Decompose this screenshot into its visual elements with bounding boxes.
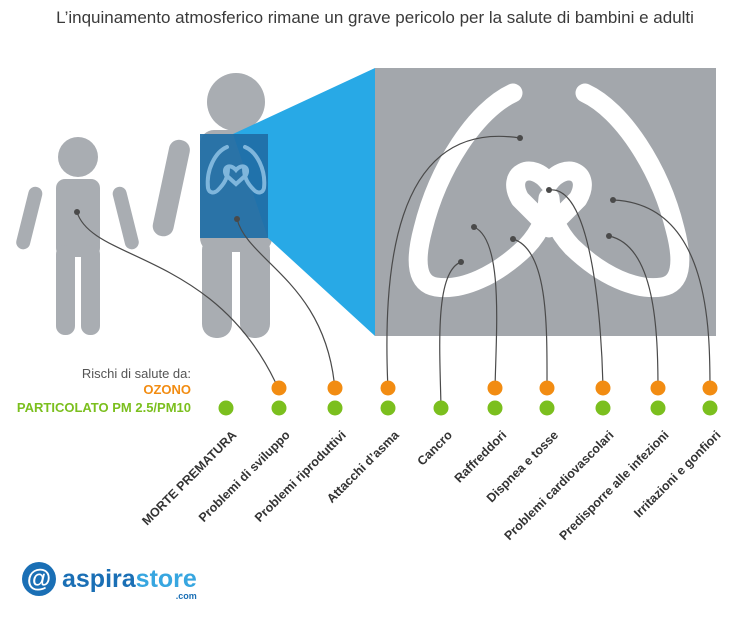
pm-dot-8 [650,400,666,416]
pm-dot-4 [433,400,449,416]
ozone-dot-9 [702,380,718,396]
ozone-dot-7 [595,380,611,396]
page-title: L’inquinamento atmosferico rimane un gra… [56,8,694,27]
legend-ozone-label: OZONO [143,382,191,397]
pm-dot-3 [380,400,396,416]
small-lung-icon [205,145,267,195]
ozone-dot-2 [327,380,343,396]
risk-indicator-dots [218,380,718,416]
pm-dot-0 [218,400,234,416]
ozone-dot-5 [487,380,503,396]
pm-dot-7 [595,400,611,416]
brand-name-part1: aspira [62,564,136,593]
legend-heading: Rischi di salute da: [81,366,191,381]
connector-lines [76,135,711,409]
pm-dot-2 [327,400,343,416]
pm-dot-5 [487,400,503,416]
connector-endpoints [74,135,616,265]
pm-dot-9 [702,400,718,416]
xray-window [200,134,268,238]
brand-wordmark: aspirastore .com [62,564,197,601]
ozone-dot-1 [271,380,287,396]
at-symbol-icon: @ [22,562,56,596]
child-figure [16,137,139,335]
ozone-dot-3 [380,380,396,396]
xray-beam [233,68,375,336]
legend-pm-label: PARTICOLATO PM 2.5/PM10 [16,400,191,415]
brand-name-part2: store [135,564,197,593]
large-lung-icon [408,83,690,298]
pm-dot-6 [539,400,555,416]
brand-domain: .com [175,590,197,601]
aspirastore-logo[interactable]: @ aspirastore .com [22,559,197,601]
ozone-dot-6 [539,380,555,396]
pm-dot-1 [271,400,287,416]
ozone-dot-8 [650,380,666,396]
